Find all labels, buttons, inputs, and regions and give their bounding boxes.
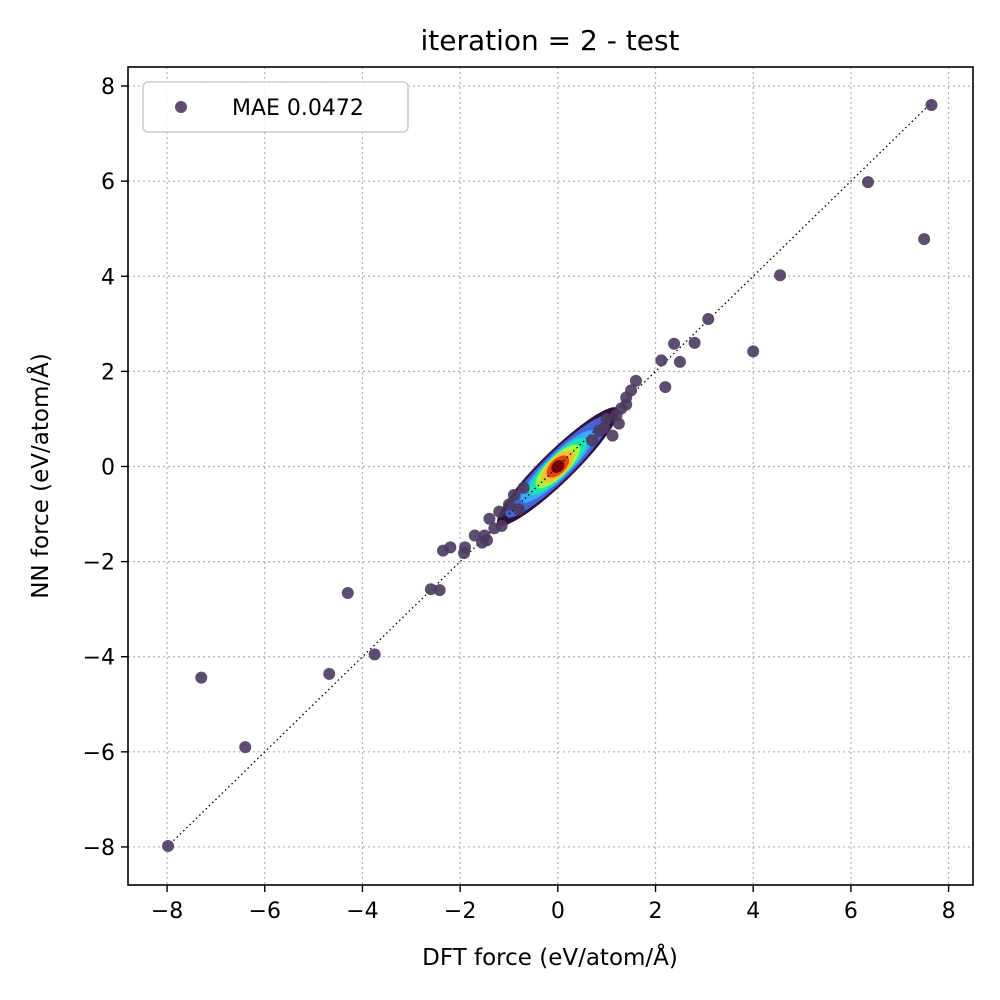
x-tick-label: −8 [151, 899, 183, 924]
y-axis-title: NN force (eV/atom/Å) [26, 353, 54, 599]
y-tick-label: 4 [101, 265, 115, 290]
data-point [668, 337, 681, 350]
data-point [433, 584, 446, 597]
x-axis-title: DFT force (eV/atom/Å) [422, 943, 678, 971]
data-point [437, 544, 450, 557]
data-point [483, 512, 496, 525]
data-point [861, 176, 874, 189]
chart-title: iteration = 2 - test [420, 24, 679, 57]
x-tick-label: −6 [249, 899, 281, 924]
data-point [655, 354, 668, 367]
data-point [368, 648, 381, 661]
data-point [517, 481, 530, 494]
plot-frame [127, 66, 974, 886]
data-point [476, 536, 489, 549]
legend-entry-label: MAE 0.0472 [232, 96, 364, 121]
x-tick-label: 8 [942, 899, 956, 924]
x-tick-label: 4 [746, 899, 760, 924]
y-tick-label: 6 [101, 170, 115, 195]
data-point [323, 667, 336, 680]
y-tick-label: 0 [101, 455, 115, 480]
y-tick-label: −6 [83, 741, 115, 766]
y-tick-label: 2 [101, 360, 115, 385]
y-axis-ticks: −8 −6 −4 −2 0 2 4 6 8 [83, 75, 128, 861]
data-point [493, 505, 506, 518]
data-point [747, 345, 760, 358]
data-point [162, 840, 175, 853]
x-axis-ticks: −8 −6 −4 −2 0 2 4 6 8 [151, 885, 956, 924]
x-tick-label: 6 [844, 899, 858, 924]
data-point [673, 355, 686, 368]
data-point [620, 398, 633, 411]
data-point [586, 434, 599, 447]
data-point [195, 671, 208, 684]
y-tick-label: −2 [83, 551, 115, 576]
identity-reference-line [166, 99, 935, 848]
y-tick-label: −4 [83, 646, 115, 671]
data-point [502, 498, 515, 511]
x-tick-label: −2 [444, 899, 476, 924]
data-point [458, 547, 471, 560]
data-point [507, 489, 520, 502]
y-tick-label: −8 [83, 836, 115, 861]
data-point [606, 429, 619, 442]
legend-marker [175, 101, 187, 113]
data-point [593, 424, 606, 437]
data-point [341, 586, 354, 599]
data-points [162, 99, 938, 853]
data-point [702, 313, 715, 326]
x-tick-label: 2 [649, 899, 663, 924]
data-point [488, 522, 501, 535]
x-tick-label: 0 [551, 899, 565, 924]
data-point [239, 741, 252, 754]
data-point [424, 583, 437, 596]
y-tick-label: 8 [101, 75, 115, 100]
data-point [925, 99, 938, 112]
x-tick-label: −4 [346, 899, 378, 924]
data-point [774, 269, 787, 282]
legend-box [142, 81, 409, 133]
data-point [600, 412, 613, 425]
data-point [688, 336, 701, 349]
data-point [918, 233, 931, 246]
data-point [612, 417, 625, 430]
data-point [629, 374, 642, 387]
legend: MAE 0.0472 [142, 81, 409, 133]
data-point [659, 381, 672, 394]
data-point [512, 503, 525, 516]
